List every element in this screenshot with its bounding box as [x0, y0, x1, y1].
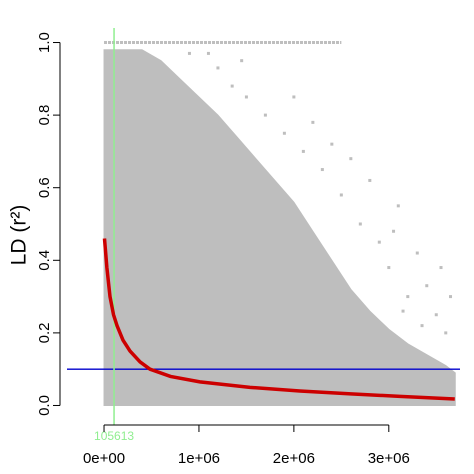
point	[439, 266, 443, 270]
x-tick-label: 1e+06	[178, 450, 220, 467]
x-tick-label: 2e+06	[273, 450, 315, 467]
point	[339, 193, 343, 197]
point	[444, 331, 448, 335]
point	[392, 229, 396, 233]
point	[263, 113, 267, 117]
point	[230, 84, 234, 88]
point	[330, 142, 334, 146]
point	[401, 309, 405, 313]
point	[358, 222, 362, 226]
point	[292, 95, 296, 99]
point	[311, 120, 315, 124]
y-tick-label: 0.0	[36, 395, 53, 416]
point	[396, 204, 400, 208]
point	[349, 157, 353, 161]
x-tick-label: 0e+00	[83, 450, 125, 467]
point	[420, 324, 424, 328]
point	[206, 51, 210, 55]
point	[240, 59, 244, 63]
half-decay-label: 105613	[94, 429, 134, 443]
point	[387, 266, 391, 270]
y-tick-label: 0.4	[36, 250, 53, 271]
ld-cloud	[103, 49, 456, 406]
point	[216, 66, 220, 70]
point	[301, 149, 305, 153]
decay-curve	[102, 238, 455, 401]
point	[449, 295, 453, 299]
point	[282, 131, 286, 135]
y-axis-label: LD (r²)	[8, 205, 31, 266]
y-tick-label: 0.6	[36, 177, 53, 198]
y-tick-label: 1.0	[36, 32, 53, 53]
point	[244, 95, 248, 99]
point	[377, 240, 381, 244]
y-tick-label: 0.2	[36, 322, 53, 343]
point	[320, 168, 324, 172]
point	[434, 313, 438, 317]
point	[368, 178, 372, 182]
y-tick-label: 0.8	[36, 105, 53, 126]
point	[425, 284, 429, 288]
point	[415, 251, 419, 255]
point	[406, 295, 410, 299]
x-tick-label: 3e+06	[368, 450, 410, 467]
point	[187, 51, 191, 55]
